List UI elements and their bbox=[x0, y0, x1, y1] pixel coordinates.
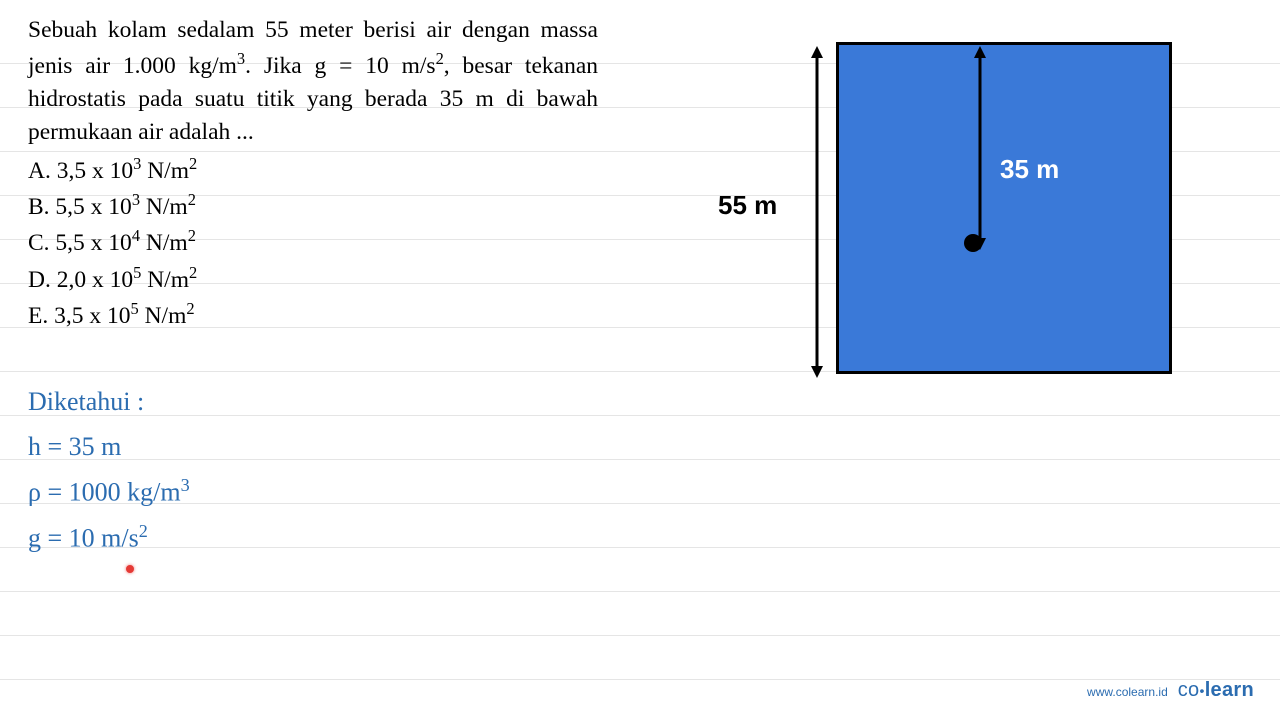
answer-options: A. 3,5 x 103 N/m2 B. 5,5 x 103 N/m2 C. 5… bbox=[28, 152, 197, 333]
label-35m: 35 m bbox=[1000, 154, 1059, 185]
point-marker-icon bbox=[964, 234, 982, 252]
solution-heading: Diketahui : bbox=[28, 380, 190, 425]
pool-figure: 55 m 35 m bbox=[700, 42, 1260, 382]
question-text: Sebuah kolam sedalam 55 meter berisi air… bbox=[28, 14, 598, 148]
footer-url: www.colearn.id bbox=[1087, 685, 1168, 699]
solution-line-3: g = 10 m/s2 bbox=[28, 516, 190, 562]
option-e: E. 3,5 x 105 N/m2 bbox=[28, 297, 197, 333]
depth-arrow-icon bbox=[809, 46, 825, 382]
solution-block: Diketahui : h = 35 m ρ = 1000 kg/m3 g = … bbox=[28, 380, 190, 561]
option-b: B. 5,5 x 103 N/m2 bbox=[28, 188, 197, 224]
option-d: D. 2,0 x 105 N/m2 bbox=[28, 261, 197, 297]
solution-line-2: ρ = 1000 kg/m3 bbox=[28, 470, 190, 516]
option-c: C. 5,5 x 104 N/m2 bbox=[28, 224, 197, 260]
option-a: A. 3,5 x 103 N/m2 bbox=[28, 152, 197, 188]
footer-brand: co•learn bbox=[1178, 679, 1254, 702]
pointer-dot-icon bbox=[126, 565, 134, 573]
footer: www.colearn.id co•learn bbox=[1087, 679, 1254, 702]
pool-rectangle bbox=[836, 42, 1172, 374]
solution-line-1: h = 35 m bbox=[28, 425, 190, 470]
inner-depth-arrow-icon bbox=[972, 46, 988, 250]
label-55m: 55 m bbox=[718, 190, 777, 221]
